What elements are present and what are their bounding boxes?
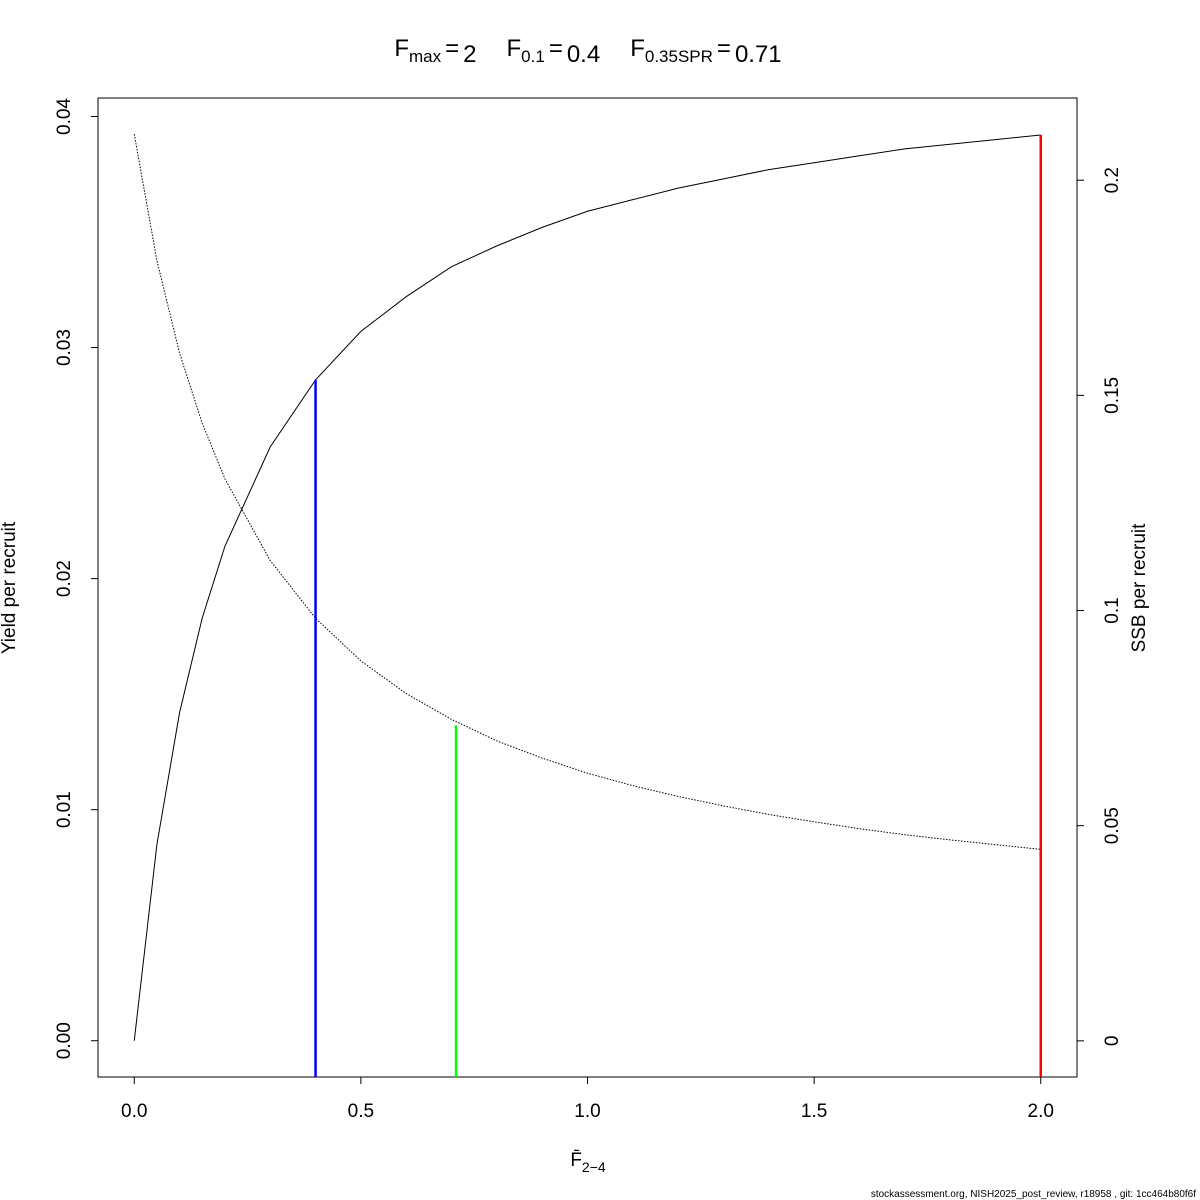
y2-tick-label: 0 — [1102, 1036, 1123, 1047]
title-equals: = — [549, 35, 563, 62]
chart-title: Fmax = 2 F0.1 = 0.4 F0.35SPR = 0.71 — [394, 35, 781, 68]
y-tick-label: 0.01 — [54, 791, 75, 828]
plot-box — [97, 97, 1078, 1078]
title-value: 0.71 — [735, 41, 782, 68]
x-axis-label: F̄2−4 — [570, 1150, 606, 1175]
y-tick-label: 0.03 — [54, 329, 75, 366]
title-equals: = — [445, 35, 459, 62]
y-axis-label: Yield per recruit — [0, 521, 20, 654]
y-tick-label: 0.00 — [54, 1022, 75, 1059]
x-tick-label: 1.5 — [801, 1101, 827, 1122]
x-tick-label: 2.0 — [1028, 1101, 1054, 1122]
title-symbol: F — [507, 35, 522, 62]
footer: stockassessment.org, NISH2025_post_revie… — [871, 1189, 1196, 1200]
y2-tick-label: 0.15 — [1102, 377, 1123, 414]
x-label-main: F̄ — [570, 1150, 582, 1171]
x-tick-label: 0.0 — [121, 1101, 147, 1122]
x-tick-label: 1.0 — [574, 1101, 600, 1122]
title-value: 0.4 — [567, 41, 600, 68]
y2-tick-label: 0.2 — [1102, 167, 1123, 193]
y2-axis-label: SSB per recruit — [1129, 523, 1150, 653]
y-tick-label: 0.02 — [54, 560, 75, 597]
y-tick-label: 0.04 — [54, 98, 75, 135]
title-symbol: F — [630, 35, 645, 62]
title-equals: = — [717, 35, 731, 62]
x-label-sub: 2−4 — [582, 1159, 606, 1175]
x-tick-label: 0.5 — [348, 1101, 374, 1122]
title-subscript: max — [409, 47, 442, 66]
title-value: 2 — [463, 41, 476, 68]
title-subscript: 0.1 — [521, 47, 545, 66]
series-line — [133, 134, 1041, 1041]
series-line — [133, 134, 1041, 850]
title-symbol: F — [394, 35, 409, 62]
y2-tick-label: 0.1 — [1102, 597, 1123, 623]
title-subscript: 0.35SPR — [645, 47, 713, 66]
y2-tick-label: 0.05 — [1102, 807, 1123, 844]
